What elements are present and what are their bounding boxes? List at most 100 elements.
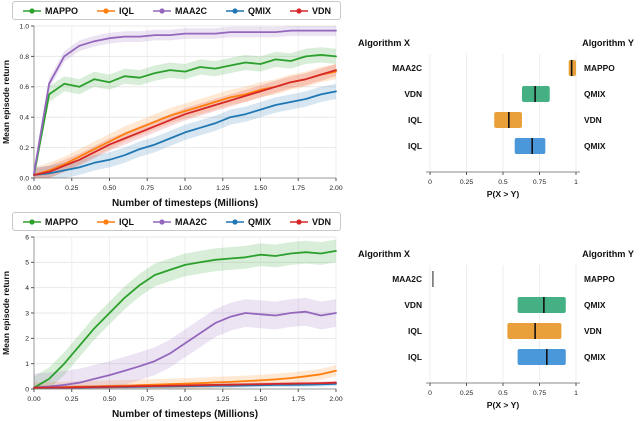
legend-dot bbox=[103, 218, 109, 225]
row-label-right: QMIX bbox=[584, 89, 606, 99]
y-tick-label: 5 bbox=[25, 260, 29, 267]
x-tick-label: 0.25 bbox=[65, 185, 78, 192]
x-axis-label: Number of timesteps (Millions) bbox=[112, 409, 258, 420]
row-label-right: MAPPO bbox=[584, 63, 615, 73]
series-MAA2C-line bbox=[33, 29, 337, 175]
x-tick-label: 1.75 bbox=[292, 185, 305, 192]
row-label-left: IQL bbox=[408, 115, 422, 125]
x-tick-label: 1.25 bbox=[216, 396, 229, 403]
legend-item-MAA2C: MAA2C bbox=[152, 6, 207, 16]
x-tick-label: 1.00 bbox=[178, 396, 191, 403]
x-axis-label: Number of timesteps (Millions) bbox=[112, 198, 258, 209]
legend-marker-icon bbox=[225, 218, 244, 225]
row-label-left: IQL bbox=[408, 352, 422, 362]
legend-marker-icon bbox=[152, 7, 171, 14]
legend-label: VDN bbox=[311, 216, 331, 227]
legend-item-QMIX: QMIX bbox=[225, 217, 271, 227]
legend-label: MAPPO bbox=[44, 216, 78, 227]
header-algorithm-x: Algorithm X bbox=[358, 249, 411, 259]
row-label-left: MAA2C bbox=[392, 63, 422, 73]
x-tick-label: 1.75 bbox=[292, 396, 305, 403]
panel-bottom-left-learning-curves: MAPPO IQL MAA2C QMIX VDN 0.00 0.25 0.50 0.75 1.0… bbox=[0, 211, 345, 421]
panel-top-left-learning-curves: MAPPO IQL MAA2C QMIX VDN 0.00 0.25 0.50 0.75 1.0… bbox=[0, 0, 345, 210]
legend-bottom: MAPPO IQL MAA2C QMIX VDN bbox=[12, 212, 341, 231]
x-tick-label: 0.25 bbox=[460, 179, 473, 186]
legend-label: IQL bbox=[118, 216, 134, 227]
x-tick-label: 1.50 bbox=[254, 396, 267, 403]
legend-marker-icon bbox=[289, 7, 308, 14]
panel-top-right-probability: Algorithm X Algorithm Y MAA2C MAPPO VDN QMIX I… bbox=[352, 0, 640, 210]
row-label-left: IQL bbox=[408, 326, 422, 336]
box-interval-chart-top: Algorithm X Algorithm Y MAA2C MAPPO VDN QMIX I… bbox=[358, 38, 634, 199]
legend-marker-icon bbox=[152, 218, 171, 225]
x-tick-label: 0.50 bbox=[103, 396, 116, 403]
y-tick-label: 0.0 bbox=[20, 175, 30, 182]
panel-bottom-right-probability: Algorithm X Algorithm Y MAA2C MAPPO VDN QMIX I… bbox=[352, 211, 640, 421]
legend-marker-icon bbox=[22, 218, 41, 225]
row-label-right: VDN bbox=[584, 326, 602, 336]
legend-dot bbox=[29, 7, 35, 14]
series-QMIX-line bbox=[33, 90, 337, 176]
series-MAPPO-line bbox=[33, 250, 337, 389]
x-tick-label: 0.00 bbox=[27, 396, 40, 403]
x-tick-label: 1 bbox=[574, 179, 578, 186]
legend-label: QMIX bbox=[247, 5, 271, 16]
row-label-right: QMIX bbox=[584, 141, 606, 151]
x-tick-label: 0.5 bbox=[498, 390, 508, 397]
x-tick-label: 1.25 bbox=[216, 185, 229, 192]
legend-item-IQL: IQL bbox=[96, 6, 134, 16]
legend-item-VDN: VDN bbox=[289, 6, 331, 16]
x-tick-label: 2.00 bbox=[329, 396, 342, 403]
box-interval-chart-bottom: Algorithm X Algorithm Y MAA2C MAPPO VDN QMIX I… bbox=[358, 249, 634, 410]
x-tick-label: 0.25 bbox=[65, 396, 78, 403]
legend-label: MAA2C bbox=[174, 216, 207, 227]
y-axis-label: Mean episode return bbox=[1, 60, 11, 144]
x-tick-label: 0 bbox=[428, 179, 432, 186]
y-tick-label: 1 bbox=[25, 361, 29, 368]
legend-label: MAA2C bbox=[174, 5, 207, 16]
box-VDN-vs-QMIX bbox=[517, 297, 566, 313]
legend-dot bbox=[159, 218, 165, 225]
legend-dot bbox=[296, 218, 302, 225]
header-algorithm-y: Algorithm Y bbox=[582, 38, 634, 48]
y-tick-label: 0.6 bbox=[20, 84, 30, 91]
row-label-left: VDN bbox=[404, 89, 422, 99]
y-axis-label: Mean episode return bbox=[1, 271, 11, 355]
legend-marker-icon bbox=[96, 218, 115, 225]
legend-item-MAPPO: MAPPO bbox=[22, 6, 78, 16]
legend-marker-icon bbox=[225, 7, 244, 14]
legend-marker-icon bbox=[22, 7, 41, 14]
legend-label: IQL bbox=[118, 5, 134, 16]
y-tick-label: 6 bbox=[25, 234, 29, 241]
x-tick-label: 0.25 bbox=[460, 390, 473, 397]
x-tick-label: 1.00 bbox=[178, 185, 191, 192]
y-tick-label: 0 bbox=[25, 386, 29, 393]
header-algorithm-y: Algorithm Y bbox=[582, 249, 634, 259]
legend-marker-icon bbox=[96, 7, 115, 14]
legend-item-VDN: VDN bbox=[289, 217, 331, 227]
x-tick-label: 0.75 bbox=[533, 179, 546, 186]
legend-dot bbox=[232, 218, 238, 225]
legend-dot bbox=[159, 7, 165, 14]
line-chart-top: 0.00 0.25 0.50 0.75 1.00 1.25 1.50 1.75 2.00 0.0 0… bbox=[1, 23, 343, 209]
row-label-left: VDN bbox=[404, 300, 422, 310]
legend-label: VDN bbox=[311, 5, 331, 16]
series-MAPPO-line bbox=[33, 54, 337, 176]
legend-item-IQL: IQL bbox=[96, 217, 134, 227]
legend-item-MAA2C: MAA2C bbox=[152, 217, 207, 227]
legend-marker-icon bbox=[289, 218, 308, 225]
x-axis-label: P(X > Y) bbox=[487, 189, 520, 199]
row-label-right: VDN bbox=[584, 115, 602, 125]
series-MAA2C-line bbox=[33, 310, 337, 389]
x-tick-label: 0.75 bbox=[141, 396, 154, 403]
series-VDN-line bbox=[33, 69, 337, 176]
row-label-right: MAPPO bbox=[584, 274, 615, 284]
x-tick-label: 0.75 bbox=[141, 185, 154, 192]
legend-label: QMIX bbox=[247, 216, 271, 227]
legend-dot bbox=[232, 7, 238, 14]
x-tick-label: 0.00 bbox=[27, 185, 40, 192]
series-MAPPO-band bbox=[34, 239, 336, 389]
series-MAPPO-band bbox=[34, 47, 336, 178]
legend-item-QMIX: QMIX bbox=[225, 6, 271, 16]
